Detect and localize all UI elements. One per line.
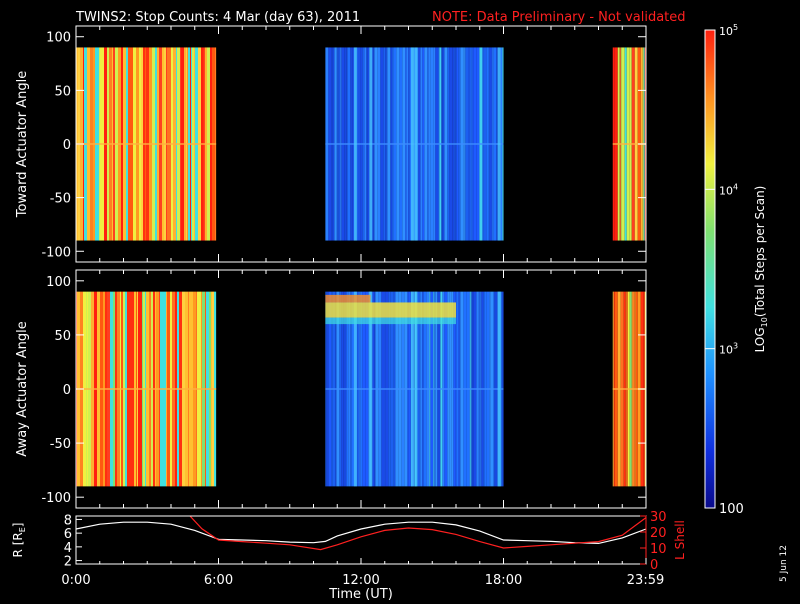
y2-tick-label: 10 bbox=[650, 542, 667, 557]
colorbar-label-rest: (Total Steps per Scan) bbox=[753, 186, 767, 318]
y-tick-label: 6 bbox=[64, 527, 72, 542]
x-tick-label: 0:00 bbox=[61, 573, 90, 588]
colorbar-tick-label: 104 bbox=[719, 182, 738, 197]
y2-tick-label: 20 bbox=[650, 526, 667, 541]
colorbar-tick-label: 105 bbox=[719, 23, 738, 38]
heatmap-streak bbox=[411, 47, 414, 240]
date-stamp: 5 Jun 12 bbox=[779, 545, 789, 582]
heatmap-streak bbox=[498, 292, 501, 487]
colorbar-tick-label: 100 bbox=[719, 502, 744, 517]
colorbar-tick-sup: 4 bbox=[733, 182, 738, 191]
y-tick-label: 50 bbox=[54, 329, 71, 344]
y-tick-label: 0 bbox=[63, 138, 71, 153]
heatmap-segment bbox=[76, 292, 216, 487]
heatmap-panel-1: -100 -50 0 50 100 Toward Actuator Angle bbox=[15, 26, 646, 262]
y-tick-label: 0 bbox=[63, 383, 71, 398]
y2-tick-label: 0 bbox=[650, 558, 658, 573]
y-tick-label: -50 bbox=[50, 437, 71, 452]
radius-line bbox=[76, 522, 646, 543]
heatmap-streak bbox=[498, 47, 501, 240]
heatmap-streak bbox=[354, 47, 357, 240]
y-axis-label: R [RE] bbox=[11, 523, 27, 558]
colorbar-tick-label: 103 bbox=[719, 342, 738, 357]
heatmap-streak bbox=[414, 47, 417, 240]
x-axis-label: Time (UT) bbox=[328, 587, 393, 600]
y-tick-label: 100 bbox=[46, 275, 71, 290]
x-tick-label: 23:59 bbox=[627, 573, 664, 588]
heatmap-zero-band bbox=[76, 388, 216, 390]
y-tick-label: -100 bbox=[41, 491, 71, 506]
y-axis-label-end: ] bbox=[11, 523, 25, 528]
y2-tick-label: 30 bbox=[650, 510, 667, 525]
colorbar-tick-sup: 5 bbox=[733, 23, 738, 32]
colorbar-label-sub: 10 bbox=[760, 317, 769, 327]
heatmap-segment bbox=[325, 292, 503, 487]
y-tick-label: 50 bbox=[54, 84, 71, 99]
colorbar-label: LOG10(Total Steps per Scan) bbox=[753, 186, 769, 353]
lshell-line bbox=[190, 516, 646, 550]
heatmap-band bbox=[325, 302, 456, 317]
heatmap-band bbox=[325, 295, 370, 303]
heatmap-streak bbox=[369, 47, 372, 240]
x-tick-label: 18:00 bbox=[485, 573, 522, 588]
heatmap-panel-2: -100 -50 0 50 100 Away Actuator Angle bbox=[15, 270, 646, 508]
y-tick-label: 2 bbox=[64, 555, 72, 570]
heatmap-segment bbox=[325, 47, 503, 240]
colorbar-tick-sup: 3 bbox=[733, 342, 738, 351]
y-axis-label: Away Actuator Angle bbox=[15, 321, 30, 456]
colorbar-gradient bbox=[705, 30, 715, 508]
y-tick-label: -100 bbox=[41, 245, 71, 260]
figure-title: TWINS2: Stop Counts: 4 Mar (day 63), 201… bbox=[75, 10, 360, 25]
heatmap-band bbox=[325, 318, 456, 324]
y-axis-label: Toward Actuator Angle bbox=[15, 71, 30, 218]
preliminary-note: NOTE: Data Preliminary - Not validated bbox=[432, 10, 686, 25]
y-tick-label: 100 bbox=[46, 31, 71, 46]
heatmap-zero-band bbox=[76, 143, 216, 145]
x-tick-label: 6:00 bbox=[204, 573, 233, 588]
y-tick-label: 8 bbox=[64, 513, 72, 528]
heatmap-segment bbox=[76, 47, 216, 240]
x-tick-label: 12:00 bbox=[342, 573, 379, 588]
y-tick-label: 4 bbox=[64, 541, 72, 556]
y2-axis-label: L Shell bbox=[673, 520, 687, 560]
y-tick-label: -50 bbox=[50, 192, 71, 207]
